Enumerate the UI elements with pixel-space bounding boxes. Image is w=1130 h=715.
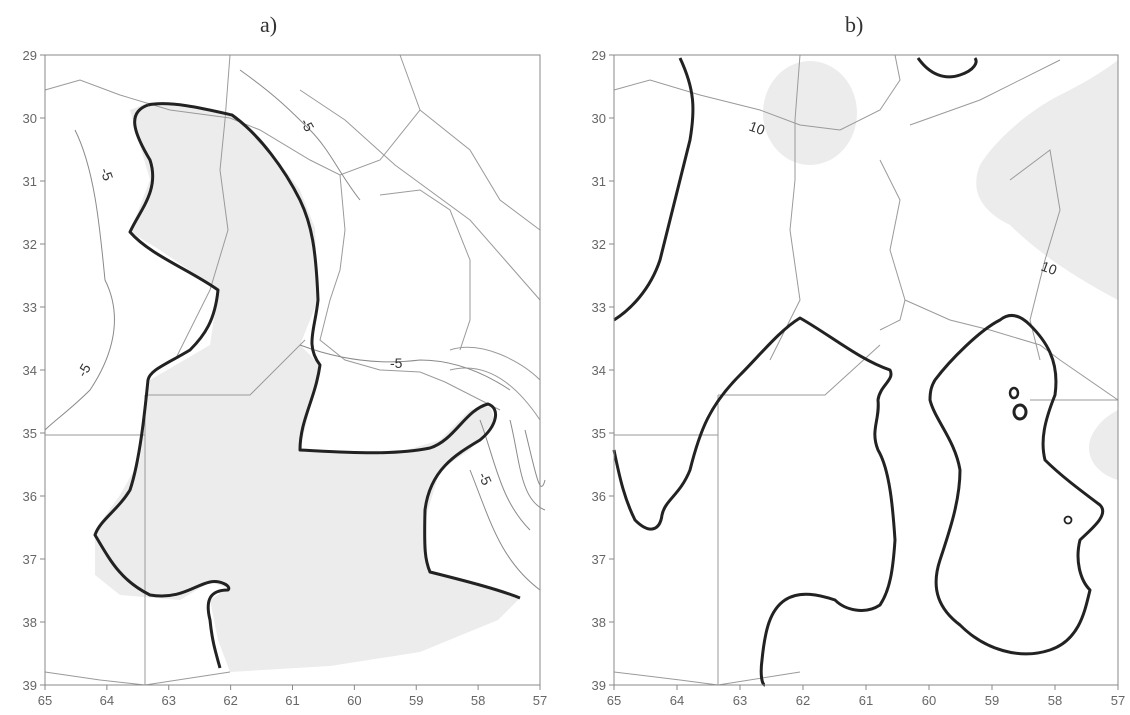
panel-b-borders: [613, 54, 1119, 686]
x-tick-label: 61: [285, 693, 299, 708]
panel-a-contour-label: -5: [97, 166, 116, 183]
y-tick-label: 37: [592, 552, 606, 567]
panel-b-bold-contour: [916, 57, 978, 79]
panel-b-bold-contour: [928, 313, 1104, 656]
x-tick-label: 61: [859, 693, 873, 708]
x-tick-label: 64: [100, 693, 114, 708]
x-tick-label: 60: [347, 693, 361, 708]
panel-b-bold-contour: [613, 57, 695, 322]
panel-a-contour-label: -5: [475, 470, 495, 488]
panel-a-contour-label: -5: [74, 361, 94, 380]
panel-b-shaded-area: [976, 60, 1118, 300]
y-tick-label: 30: [23, 111, 37, 126]
y-tick-label: 31: [592, 174, 606, 189]
panel-b-bold-contours: [612, 57, 1104, 687]
panel-b-contour-label: 10: [1039, 258, 1059, 278]
panel-b-shaded-area: [1089, 410, 1118, 480]
panel-a-contour-label: -5: [390, 355, 403, 371]
y-tick-label: 33: [23, 300, 37, 315]
y-tick-label: 34: [592, 363, 606, 378]
panel-a-shaded-area: [95, 102, 520, 672]
x-tick-label: 57: [1111, 693, 1125, 708]
panel-b-contour-label: 10: [747, 118, 767, 138]
y-tick-label: 36: [592, 489, 606, 504]
y-tick-label: 38: [23, 615, 37, 630]
x-tick-label: 63: [162, 693, 176, 708]
panel-b-shaded-area: [763, 61, 857, 165]
y-tick-label: 35: [23, 426, 37, 441]
panel-a-bold-contour: [147, 102, 521, 600]
y-tick-label: 33: [592, 300, 606, 315]
y-tick-label: 39: [23, 678, 37, 693]
panel-a-axis-ticks: 65 64 63 62 61 60 59 58 57 29 30 31 32 33 34 35 36 37 38 39: [23, 48, 548, 708]
panel-b-title: b): [845, 12, 864, 37]
y-tick-label: 34: [23, 363, 37, 378]
y-tick-label: 31: [23, 174, 37, 189]
panel-a-contour-label: -5: [297, 116, 317, 135]
y-tick-label: 35: [592, 426, 606, 441]
panel-a-bold-contour-left: [93, 103, 231, 669]
x-tick-label: 57: [533, 693, 547, 708]
x-tick-label: 65: [38, 693, 52, 708]
panel-a-title: a): [260, 12, 278, 37]
x-tick-label: 65: [607, 693, 621, 708]
panel-b-axis-ticks: 65 64 63 62 61 60 59 58 57 29 30 31 32 33 34 35 36 37 38 39: [592, 48, 1126, 708]
x-tick-label: 60: [922, 693, 936, 708]
panel-a-borders: [44, 54, 541, 686]
y-tick-label: 37: [23, 552, 37, 567]
y-tick-label: 38: [592, 615, 606, 630]
y-tick-label: 32: [592, 237, 606, 252]
y-tick-label: 36: [23, 489, 37, 504]
y-tick-label: 29: [592, 48, 606, 63]
x-tick-label: 58: [471, 693, 485, 708]
panel-b-map: 10 10 65 64 63 62 61 60 59 58 57 29 30 31 32 33 34 35 36…: [592, 48, 1126, 708]
y-tick-label: 39: [592, 678, 606, 693]
panel-b-bold-contour: [612, 316, 897, 687]
y-tick-label: 30: [592, 111, 606, 126]
x-tick-label: 62: [223, 693, 237, 708]
panel-a-map: -5 -5 -5 -5 -5 65 64 63 62 61 60 59 58 57 29 30 31 3…: [23, 48, 548, 708]
panel-a-thin-isolines: [44, 69, 546, 591]
x-tick-label: 58: [1048, 693, 1062, 708]
x-tick-label: 64: [670, 693, 684, 708]
x-tick-label: 63: [733, 693, 747, 708]
x-tick-label: 62: [796, 693, 810, 708]
x-tick-label: 59: [985, 693, 999, 708]
x-tick-label: 59: [409, 693, 423, 708]
y-tick-label: 32: [23, 237, 37, 252]
y-tick-label: 29: [23, 48, 37, 63]
